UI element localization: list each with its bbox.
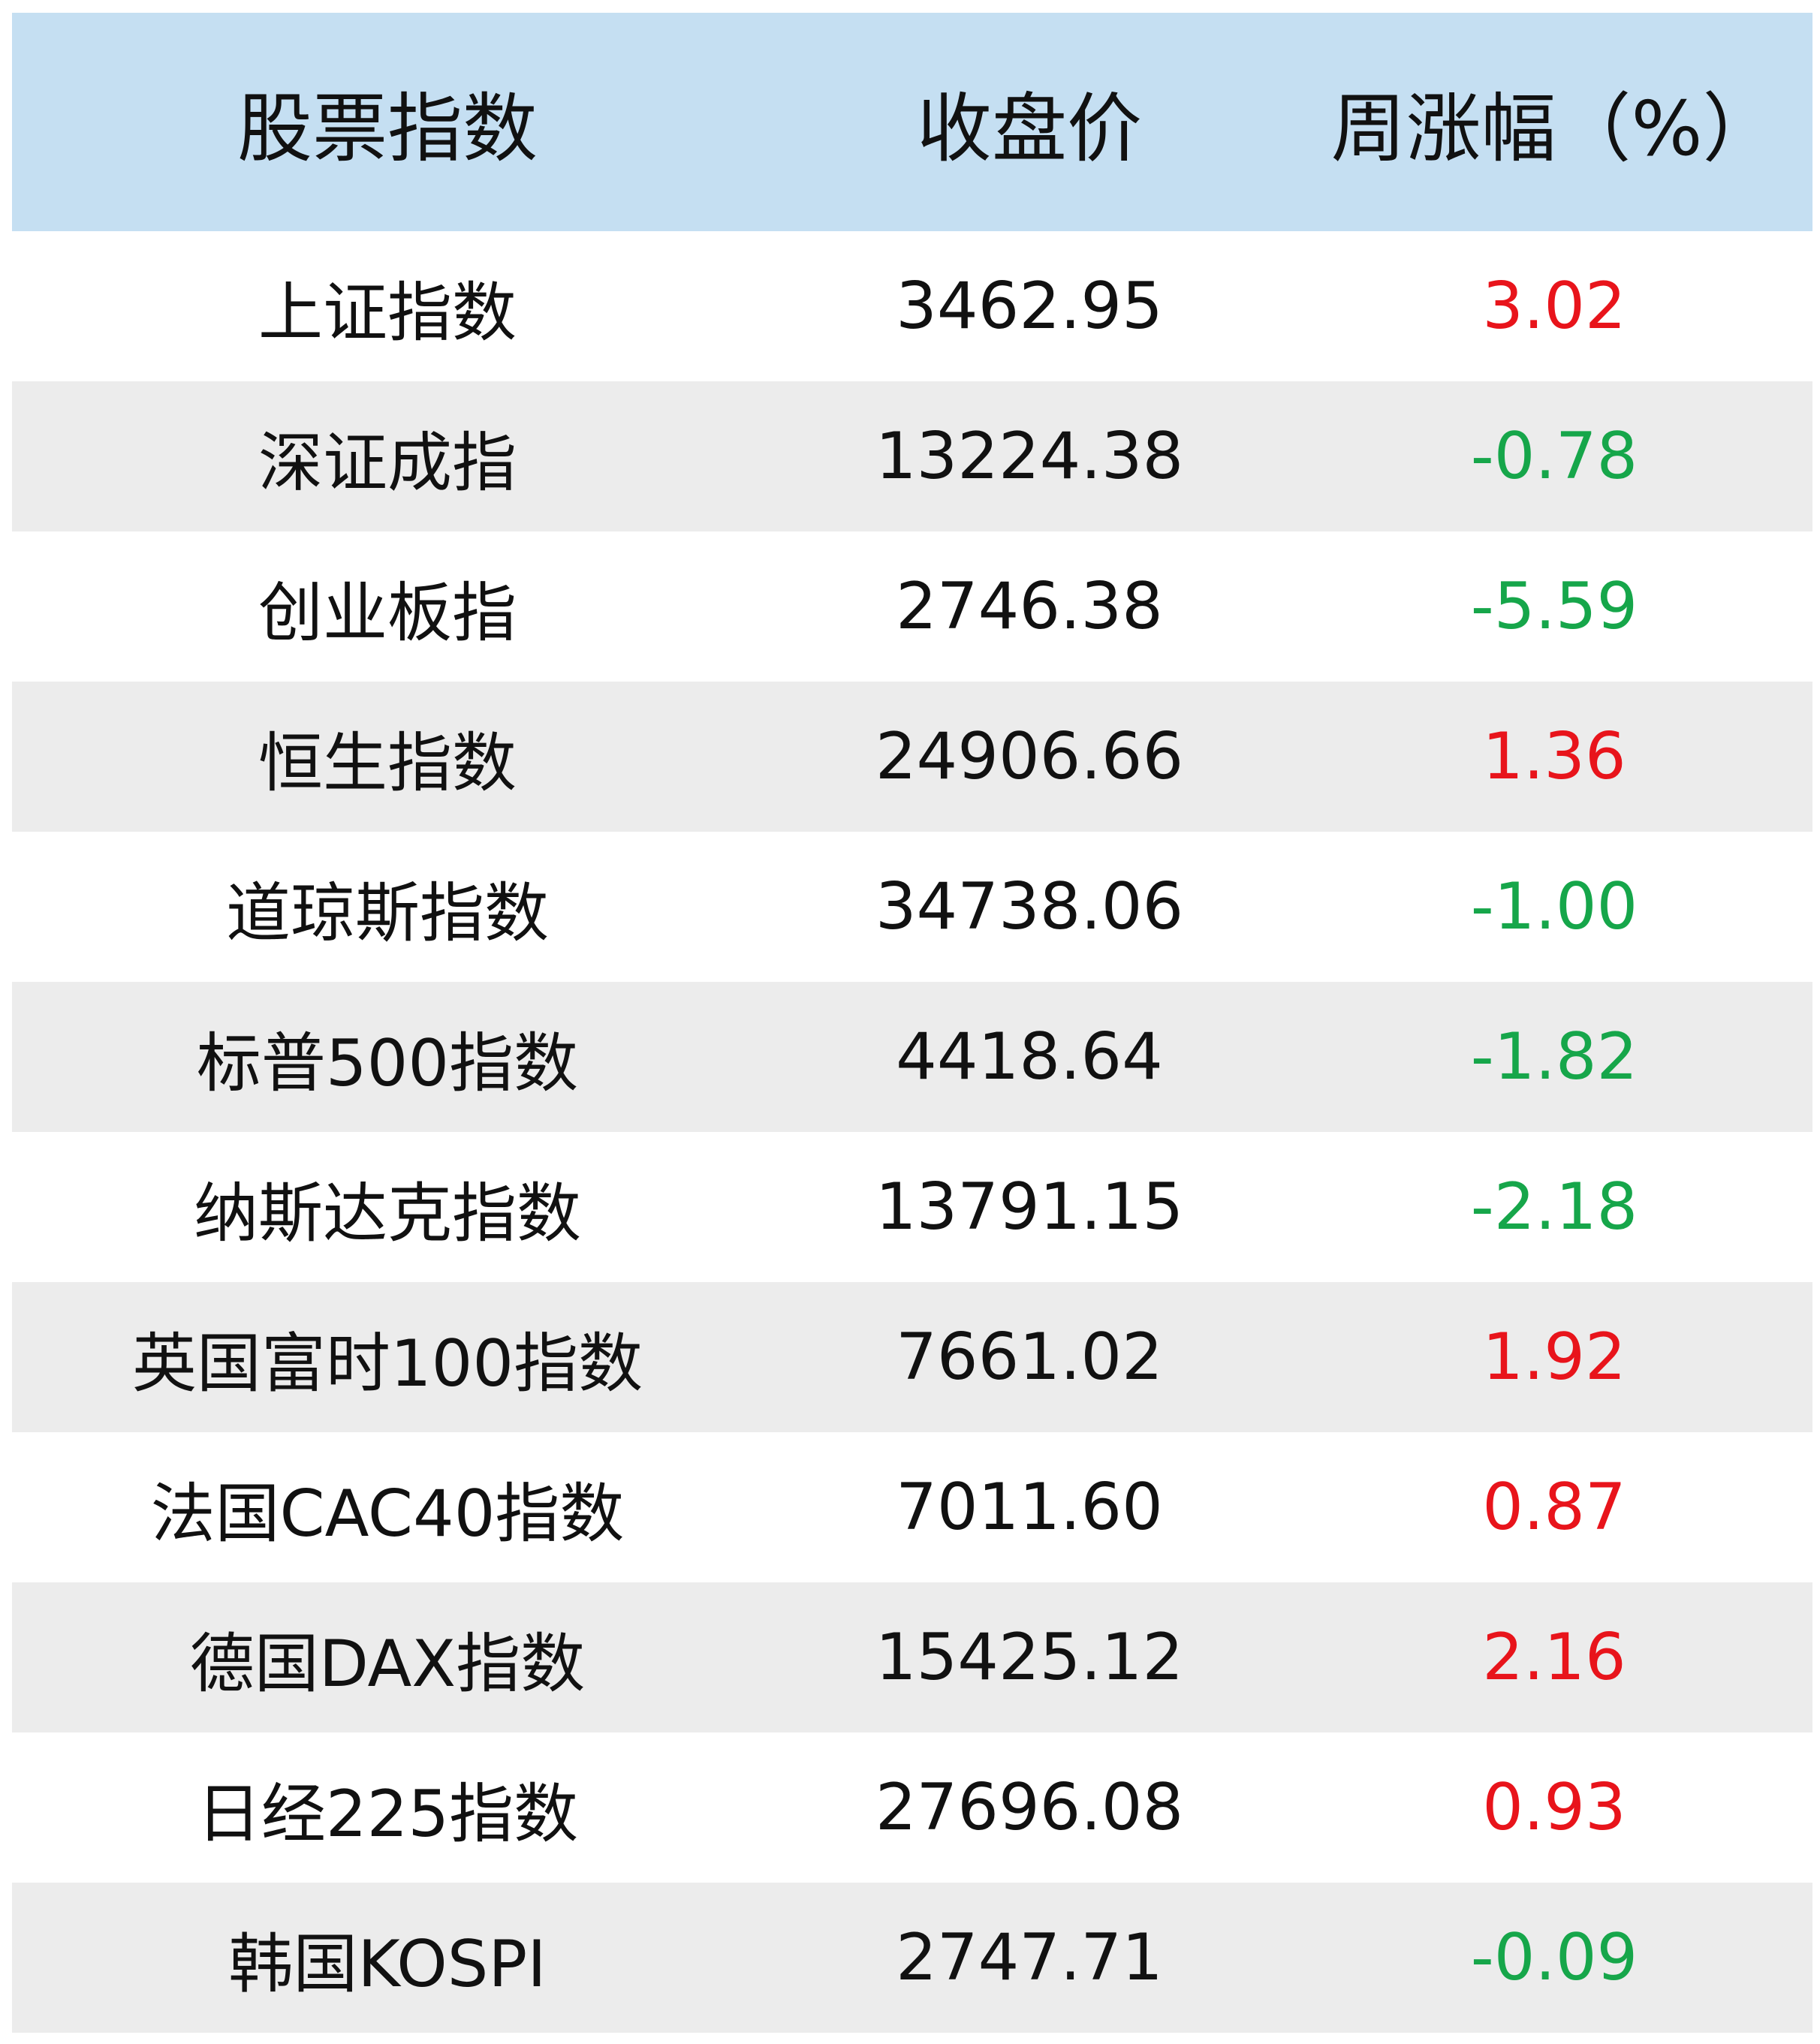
index-name: 深证成指	[258, 425, 517, 501]
close-price: 34738.06	[875, 869, 1184, 944]
table-row: 日经225指数 27696.08 0.93	[12, 1732, 1812, 1883]
table-row: 道琼斯指数 34738.06 -1.00	[12, 832, 1812, 982]
table-row: 深证成指 13224.38 -0.78	[12, 381, 1812, 531]
close-price: 13791.15	[875, 1170, 1184, 1245]
table-row: 英国富时100指数 7661.02 1.92	[12, 1282, 1812, 1432]
weekly-change: 0.93	[1482, 1770, 1626, 1845]
weekly-change: 0.87	[1482, 1470, 1626, 1545]
header-cell: 股票指数	[237, 85, 538, 173]
weekly-change: -1.00	[1470, 869, 1638, 944]
close-price: 3462.95	[896, 269, 1163, 344]
close-price: 2746.38	[896, 569, 1163, 644]
table: 股票指数 收盘价 周涨幅（%） 上证指数 3462.95 3.02 深证成指 13224.38…	[12, 13, 1812, 2033]
weekly-change: -0.09	[1470, 1920, 1638, 1995]
table-row: 法国CAC40指数 7011.60 0.87	[12, 1432, 1812, 1582]
index-name: 德国DAX指数	[189, 1626, 586, 1702]
table-row: 纳斯达克指数 13791.15 -2.18	[12, 1132, 1812, 1282]
header-cell: 周涨幅（%）	[1330, 85, 1778, 173]
close-price: 13224.38	[875, 419, 1184, 494]
index-name: 恒生指数	[258, 725, 517, 801]
weekly-change: -5.59	[1470, 569, 1638, 644]
weekly-change: -0.78	[1470, 419, 1638, 494]
table-row: 标普500指数 4418.64 -1.82	[12, 982, 1812, 1132]
table-row: 德国DAX指数 15425.12 2.16	[12, 1582, 1812, 1732]
index-name: 纳斯达克指数	[194, 1176, 581, 1251]
weekly-change: 2.16	[1482, 1620, 1626, 1695]
table-row: 韩国KOSPI 2747.71 -0.09	[12, 1883, 1812, 2033]
close-price: 7661.02	[896, 1320, 1163, 1395]
table-row: 创业板指 2746.38 -5.59	[12, 531, 1812, 682]
weekly-change: -2.18	[1470, 1170, 1638, 1245]
index-name: 法国CAC40指数	[150, 1476, 625, 1552]
close-price: 27696.08	[875, 1770, 1184, 1845]
index-name: 韩国KOSPI	[228, 1926, 547, 2002]
header-cell: 收盘价	[917, 85, 1142, 173]
weekly-change: 1.92	[1482, 1320, 1626, 1395]
index-name: 日经225指数	[196, 1776, 579, 1852]
weekly-change: -1.82	[1470, 1019, 1638, 1094]
weekly-change: 1.36	[1482, 719, 1626, 794]
index-name: 创业板指	[258, 575, 517, 651]
table-row: 上证指数 3462.95 3.02	[12, 231, 1812, 381]
close-price: 2747.71	[896, 1920, 1163, 1995]
table-row: 恒生指数 24906.66 1.36	[12, 682, 1812, 832]
close-price: 24906.66	[875, 719, 1184, 794]
index-name: 标普500指数	[196, 1025, 579, 1101]
close-price: 15425.12	[875, 1620, 1184, 1695]
index-name: 上证指数	[258, 275, 517, 351]
header-row: 股票指数 收盘价 周涨幅（%）	[12, 13, 1812, 231]
index-name: 道琼斯指数	[226, 875, 549, 951]
weekly-change: 3.02	[1482, 269, 1626, 344]
index-name: 英国富时100指数	[131, 1326, 643, 1401]
close-price: 4418.64	[896, 1019, 1163, 1094]
close-price: 7011.60	[896, 1470, 1163, 1545]
